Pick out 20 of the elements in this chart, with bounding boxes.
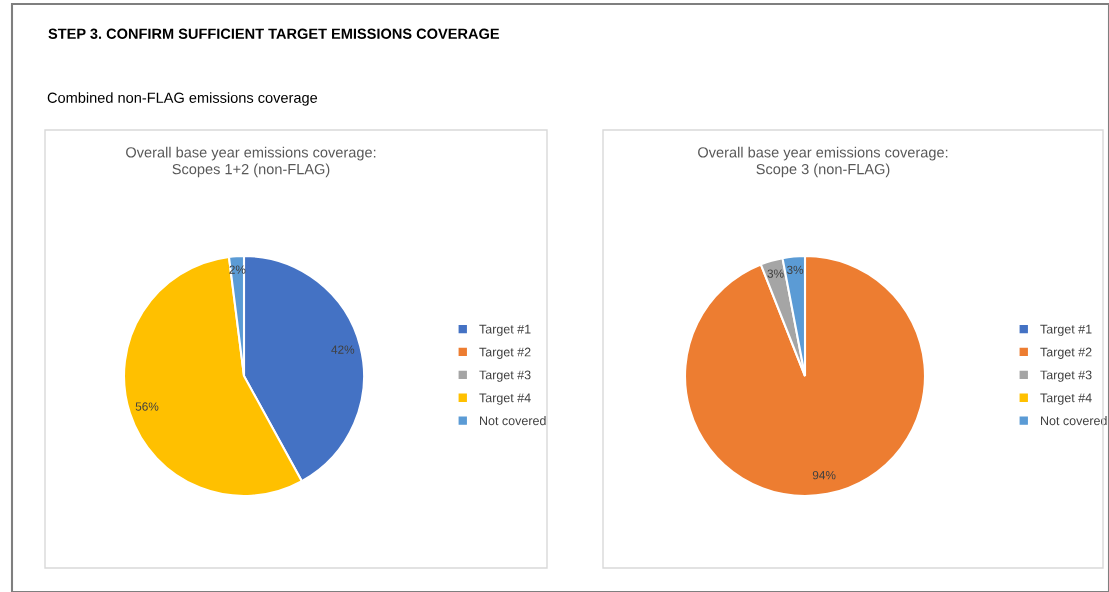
text: Combined non-FLAG emissions coverage bbox=[47, 92, 318, 106]
legend-label: Target #4 bbox=[1040, 393, 1092, 405]
pie-slice bbox=[683, 254, 927, 498]
legend-label: Target #2 bbox=[479, 347, 531, 359]
chart-title: Overall base year emissions coverage: Scope 3 (non-FLAG) bbox=[698, 146, 948, 178]
data-label: 3% bbox=[767, 269, 784, 278]
legend-label: Target #3 bbox=[479, 370, 531, 382]
legend-label: Target #1 bbox=[1040, 324, 1092, 337]
legend-label: Target #4 bbox=[479, 393, 531, 405]
data-label: 3% bbox=[786, 265, 804, 275]
data-label: 42% bbox=[331, 345, 355, 354]
chart-title: Overall base year emissions coverage: Scopes 1+2 (non-FLAG) bbox=[126, 146, 376, 178]
text: STEP 3. CONFIRM SUFFICIENT TARGET EMISSIONS COVERAGE bbox=[48, 28, 500, 39]
legend-label: Target #2 bbox=[1040, 347, 1092, 359]
legend-label: Not covered bbox=[1041, 415, 1107, 426]
data-label: 56% bbox=[135, 402, 159, 411]
legend-label: Target #1 bbox=[479, 324, 531, 337]
legend-label: Not covered bbox=[480, 415, 546, 426]
legend-label: Target #3 bbox=[1040, 370, 1092, 382]
data-label: 94% bbox=[812, 471, 836, 480]
